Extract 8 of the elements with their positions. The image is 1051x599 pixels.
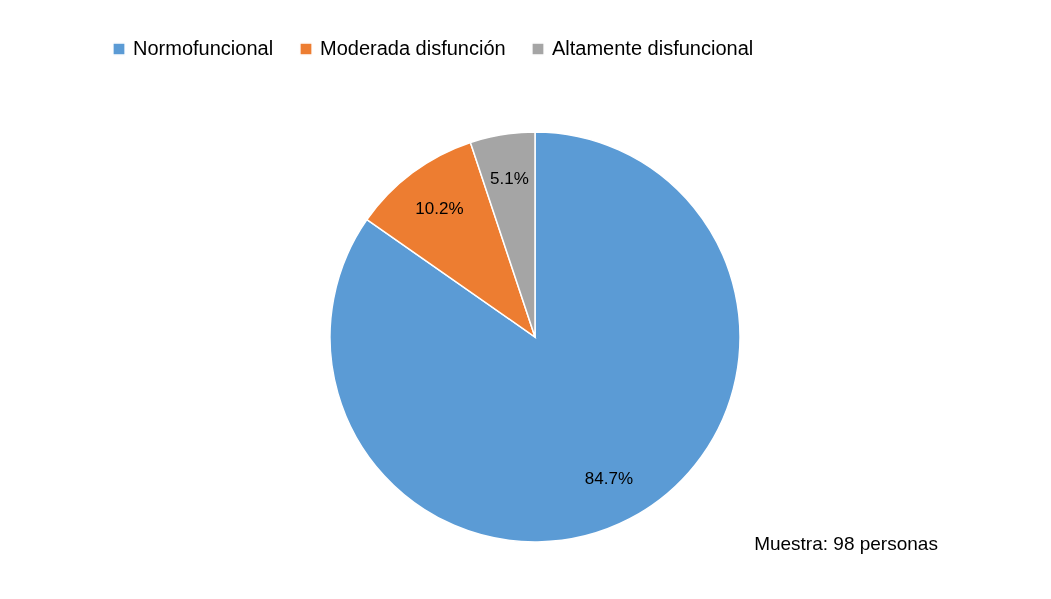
data-label: 10.2% <box>415 198 464 218</box>
legend-label: Altamente disfuncional <box>552 37 754 59</box>
text: Muestra: 98 personas <box>754 533 938 554</box>
legend-label: Moderada disfunción <box>320 37 506 59</box>
data-label: 84.7% <box>584 468 634 488</box>
pie-slice <box>329 131 741 543</box>
data-label: 5.1% <box>490 169 529 189</box>
legend-label: Normofuncional <box>133 37 274 59</box>
